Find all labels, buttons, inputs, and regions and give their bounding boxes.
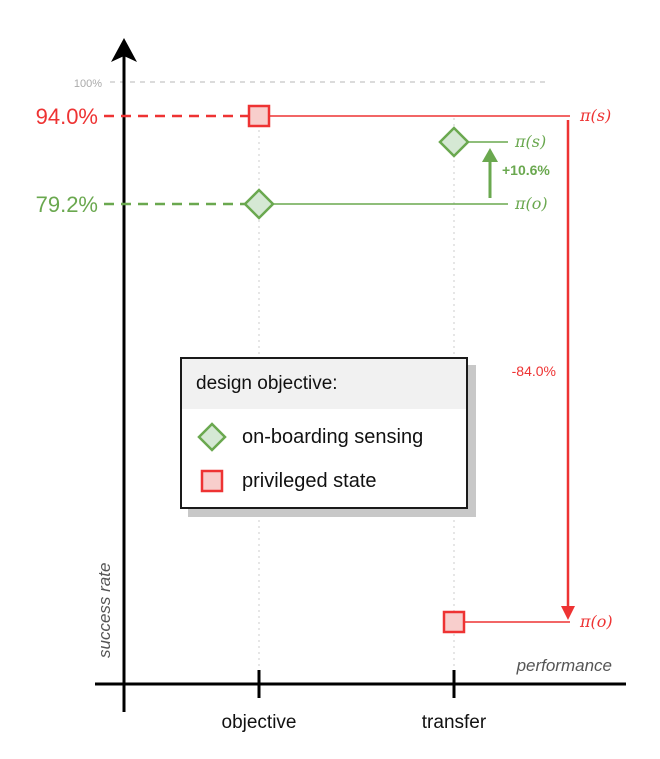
y-axis-arrowhead [111,38,137,62]
green-transfer-marker [438,126,470,158]
red-objective-value-label: 94.0% [36,104,98,129]
red-pi-o-label: π(o) [579,612,613,631]
x-tick-label-transfer: transfer [422,712,487,733]
red-change-arrowhead [561,606,575,620]
green-change-arrowhead [482,148,498,162]
square-icon [182,469,242,493]
x-axis-title: performance [516,656,612,675]
green-pi-o-label: π(o) [514,194,548,213]
red-change-label: -84.0% [512,363,556,379]
y-axis-title: success rate [95,563,114,658]
green-objective-marker [243,188,275,220]
gridline-100-label: 100% [74,78,102,90]
data-layer: 94.0% π(s) π(o) -84.0% 79.2% π(o) π(s) +10.6% [36,104,613,634]
legend: design objective: on-boarding sensing pr… [180,357,468,509]
legend-title: design objective: [182,359,466,409]
red-objective-marker [247,104,271,128]
legend-label-on-boarding-sensing: on-boarding sensing [242,425,424,448]
legend-item-on-boarding-sensing: on-boarding sensing [182,415,466,459]
red-pi-s-label: π(s) [579,106,611,125]
red-transfer-marker [442,610,466,634]
green-change-label: +10.6% [502,162,550,178]
green-objective-value-label: 79.2% [36,192,98,217]
green-pi-s-label: π(s) [514,132,546,151]
x-tick-label-objective: objective [222,712,297,733]
diamond-icon [182,422,242,452]
legend-label-privileged-state: privileged state [242,469,377,492]
legend-item-privileged-state: privileged state [182,459,466,503]
